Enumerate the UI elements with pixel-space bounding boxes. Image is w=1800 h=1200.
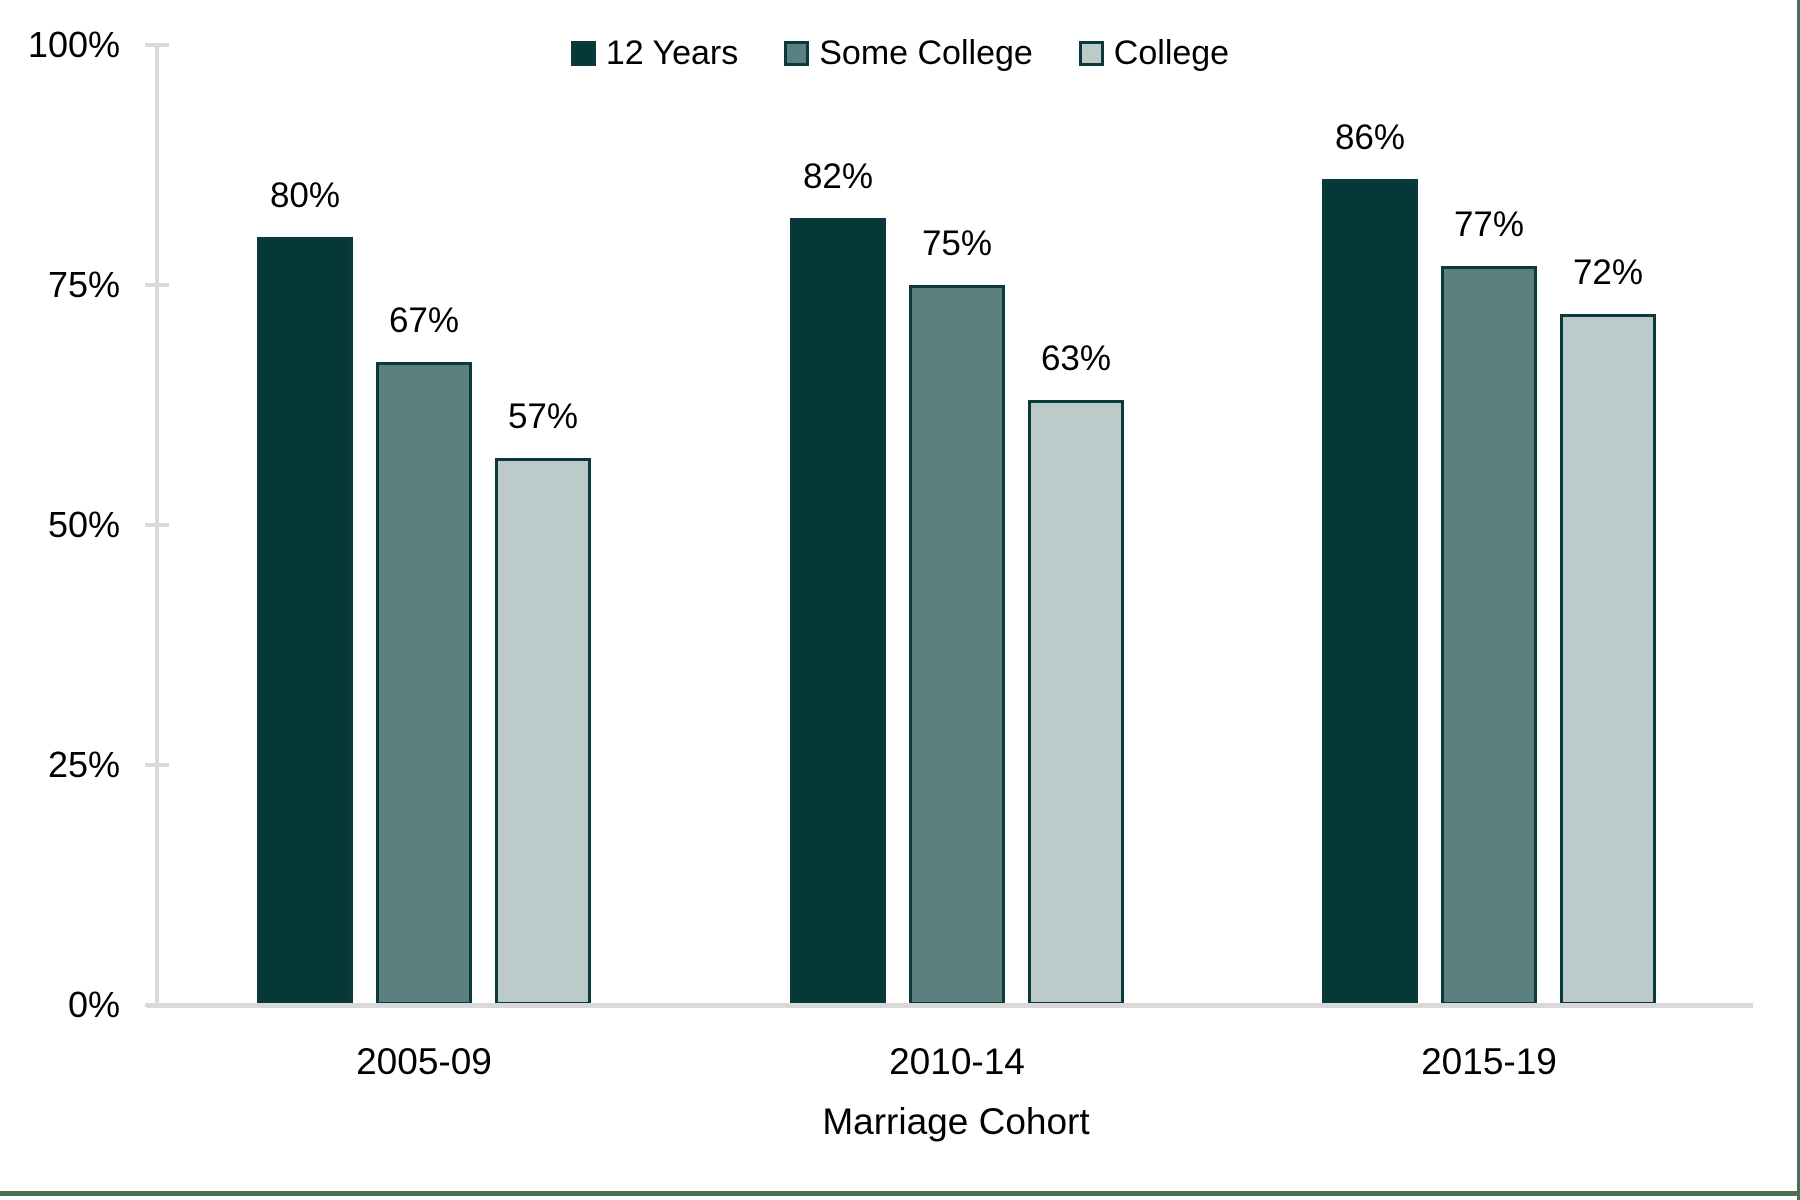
bar-2010-14-some-college — [909, 285, 1005, 1005]
bar-value-label: 75% — [921, 224, 993, 263]
bar-2005-09-some-college — [376, 361, 472, 1005]
bar-2005-09-college — [495, 457, 591, 1005]
bar-value-label: 63% — [1040, 339, 1112, 379]
y-tick-label: 50% — [47, 504, 120, 545]
y-tick-mark — [145, 523, 169, 527]
x-category-label: 2005-09 — [356, 1041, 492, 1082]
x-axis-line — [147, 1003, 1753, 1008]
x-axis-title: Marriage Cohort — [822, 1101, 1090, 1142]
bar-2015-19-college — [1560, 313, 1656, 1005]
frame-bottom-rule — [0, 1191, 1800, 1196]
x-category-label: 2010-14 — [889, 1041, 1025, 1082]
legend-item-3: College — [1078, 34, 1230, 72]
y-tick-label: 25% — [47, 744, 120, 785]
legend-label: 12 Years — [605, 34, 739, 72]
bar-2010-14-12-years — [790, 217, 886, 1005]
y-tick-mark — [145, 763, 169, 767]
y-tick-label: 75% — [47, 264, 120, 305]
bar-value-label: 86% — [1334, 118, 1406, 158]
y-tick-label: 0% — [67, 984, 120, 1025]
bar-value-label: 57% — [507, 396, 579, 436]
bar-2015-19-12-years — [1322, 179, 1418, 1005]
y-tick-mark — [145, 43, 169, 47]
bar-value-label: 67% — [388, 300, 460, 340]
bar-value-label: 72% — [1572, 252, 1644, 292]
legend-item-1: 12 Years — [570, 34, 739, 72]
y-tick-mark — [145, 283, 169, 287]
x-category-label: 2015-19 — [1421, 1041, 1557, 1082]
bar-2010-14-college — [1028, 400, 1124, 1005]
legend-label: Some College — [819, 34, 1033, 72]
bar-value-label: 82% — [802, 156, 874, 196]
legend-item-2: Some College — [784, 36, 1033, 70]
bar-value-label: 77% — [1453, 204, 1525, 244]
legend-swatch-icon — [570, 40, 596, 66]
legend-swatch-icon — [784, 40, 810, 66]
y-tick-label: 100% — [27, 24, 120, 65]
bar-2015-19-some-college — [1441, 265, 1537, 1005]
bar-2005-09-12-years — [257, 237, 353, 1005]
frame-right-rule — [1797, 0, 1800, 1200]
legend-swatch-icon — [1078, 40, 1104, 66]
bar-value-label: 80% — [269, 176, 341, 215]
legend: 12 Years Some College College — [0, 36, 1800, 70]
legend-label: College — [1113, 34, 1230, 72]
